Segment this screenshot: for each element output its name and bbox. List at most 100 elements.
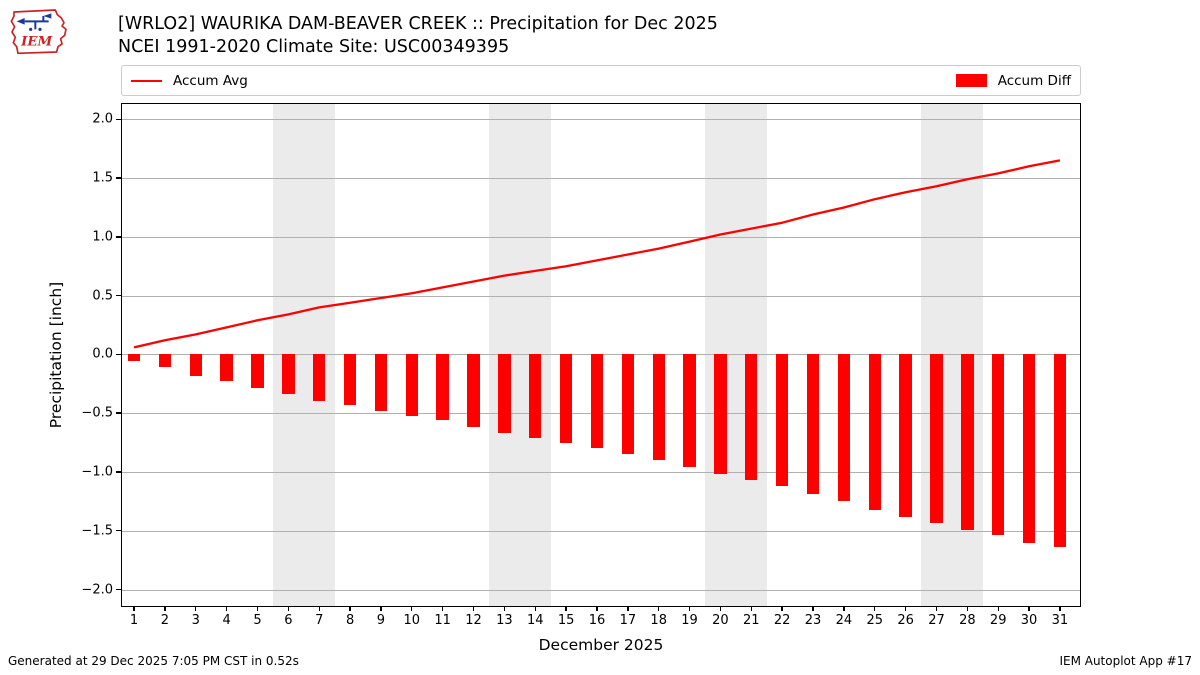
y-tick-label: −1.0	[81, 464, 113, 480]
x-tick-mark	[688, 606, 691, 611]
accum-diff-bar-day-23	[806, 354, 820, 495]
x-tick-mark	[287, 606, 290, 611]
x-tick-label: 8	[345, 613, 355, 628]
accum-diff-bar-day-8	[343, 354, 357, 405]
gridline	[122, 471, 1080, 473]
x-tick-label: 13	[496, 613, 513, 628]
x-tick-label: 22	[773, 613, 791, 628]
accum-diff-bar-day-2	[158, 354, 172, 368]
y-tick-label: 1.5	[92, 170, 113, 186]
x-tick-mark	[565, 606, 567, 611]
x-tick-mark	[441, 606, 444, 611]
y-tick-mark	[116, 236, 121, 238]
x-tick-mark	[719, 606, 722, 611]
x-tick-mark	[349, 606, 351, 611]
x-tick-mark	[318, 606, 320, 611]
x-tick-label: 6	[284, 613, 293, 628]
accum-diff-bar-day-18	[652, 354, 665, 461]
x-tick-label: 30	[1020, 613, 1038, 628]
x-tick-label: 5	[253, 613, 262, 628]
accum-diff-bar-day-7	[313, 354, 326, 402]
y-tick-label: 0.0	[92, 346, 113, 362]
x-tick-mark	[503, 606, 506, 611]
x-tick-mark	[534, 606, 536, 611]
x-tick-mark	[411, 606, 413, 611]
accum-diff-bar-day-5	[251, 354, 264, 389]
accum-diff-bar-day-30	[1022, 354, 1036, 543]
y-tick-mark	[116, 294, 121, 297]
x-tick-mark	[658, 606, 660, 611]
app-credit: IEM Autoplot App #17	[1059, 654, 1192, 668]
y-tick-label: 1.0	[92, 229, 113, 245]
x-tick-label: 26	[897, 613, 914, 628]
x-tick-label: 21	[743, 613, 760, 628]
accum-diff-bar-day-22	[775, 354, 789, 487]
accum-diff-bar-day-9	[374, 354, 388, 411]
x-tick-mark	[1059, 606, 1061, 611]
y-tick-mark	[116, 412, 121, 414]
accum-diff-bar-day-14	[529, 354, 542, 438]
accum-diff-bar-day-12	[467, 354, 480, 428]
x-tick-mark	[812, 606, 814, 611]
legend-label-accum-diff: Accum Diff	[997, 72, 1071, 89]
x-tick-mark	[997, 606, 999, 611]
x-tick-label: 28	[959, 613, 976, 628]
x-tick-label: 31	[1051, 613, 1069, 628]
x-tick-label: 10	[403, 613, 421, 628]
page-subtitle: NCEI 1991-2020 Climate Site: USC00349395	[118, 37, 510, 57]
x-tick-mark	[874, 606, 876, 611]
x-tick-mark	[843, 606, 845, 611]
accum-diff-bar-day-19	[683, 354, 696, 468]
accum-diff-bar-day-4	[220, 354, 233, 382]
accum-diff-bar-day-20	[714, 354, 727, 475]
y-tick-label: −2.0	[81, 582, 113, 598]
legend-entry-accum-avg: Accum Avg	[131, 73, 248, 89]
x-tick-label: 24	[835, 613, 853, 628]
iowa-outline-icon: IEM	[10, 9, 67, 55]
gridline	[122, 530, 1080, 532]
legend-label-accum-avg: Accum Avg	[173, 72, 248, 89]
generated-timestamp: Generated at 29 Dec 2025 7:05 PM CST in …	[8, 654, 299, 668]
x-tick-mark	[904, 606, 907, 611]
logo-iem-text: IEM	[20, 33, 53, 49]
x-tick-label: 20	[712, 613, 729, 628]
accum-diff-bar-day-1	[127, 354, 141, 362]
accum-diff-bar-day-31	[1053, 354, 1067, 548]
gridline	[122, 178, 1080, 180]
y-tick-label: −1.5	[81, 523, 113, 539]
x-tick-mark	[225, 606, 228, 611]
x-tick-label: 29	[989, 613, 1007, 628]
accum-diff-bar-day-29	[992, 354, 1005, 536]
x-tick-label: 23	[804, 613, 822, 628]
x-tick-mark	[627, 606, 629, 611]
accum-diff-bar-day-6	[282, 354, 295, 395]
x-tick-label: 1	[129, 613, 139, 628]
weathervane-icon	[16, 13, 52, 31]
x-tick-label: 12	[465, 613, 482, 628]
accum-diff-bar-swatch	[955, 74, 987, 87]
gridline	[122, 295, 1080, 297]
x-tick-mark	[781, 606, 783, 611]
x-tick-mark	[133, 606, 135, 611]
y-axis-title: Precipitation [inch]	[47, 281, 65, 429]
x-tick-label: 3	[191, 613, 200, 628]
y-tick-label: 0.5	[92, 288, 113, 304]
x-tick-label: 18	[650, 613, 667, 628]
chart-legend: Accum Avg Accum Diff	[121, 65, 1081, 96]
x-tick-mark	[1028, 606, 1030, 611]
x-tick-label: 14	[526, 613, 544, 628]
accum-diff-bar-day-25	[868, 354, 881, 510]
y-tick-mark	[116, 118, 121, 120]
y-tick-mark	[116, 353, 121, 356]
x-tick-label: 27	[928, 613, 945, 628]
x-tick-mark	[596, 606, 598, 611]
accum-diff-bar-day-16	[590, 354, 604, 449]
x-tick-label: 19	[681, 613, 698, 628]
x-tick-mark	[380, 606, 382, 611]
accum-diff-bar-day-17	[621, 354, 635, 455]
y-tick-label: 2.0	[92, 111, 113, 127]
accum-diff-bar-day-21	[745, 354, 758, 481]
x-tick-label: 4	[222, 613, 231, 628]
accum-diff-bar-day-13	[498, 354, 511, 434]
x-tick-label: 11	[434, 613, 451, 628]
